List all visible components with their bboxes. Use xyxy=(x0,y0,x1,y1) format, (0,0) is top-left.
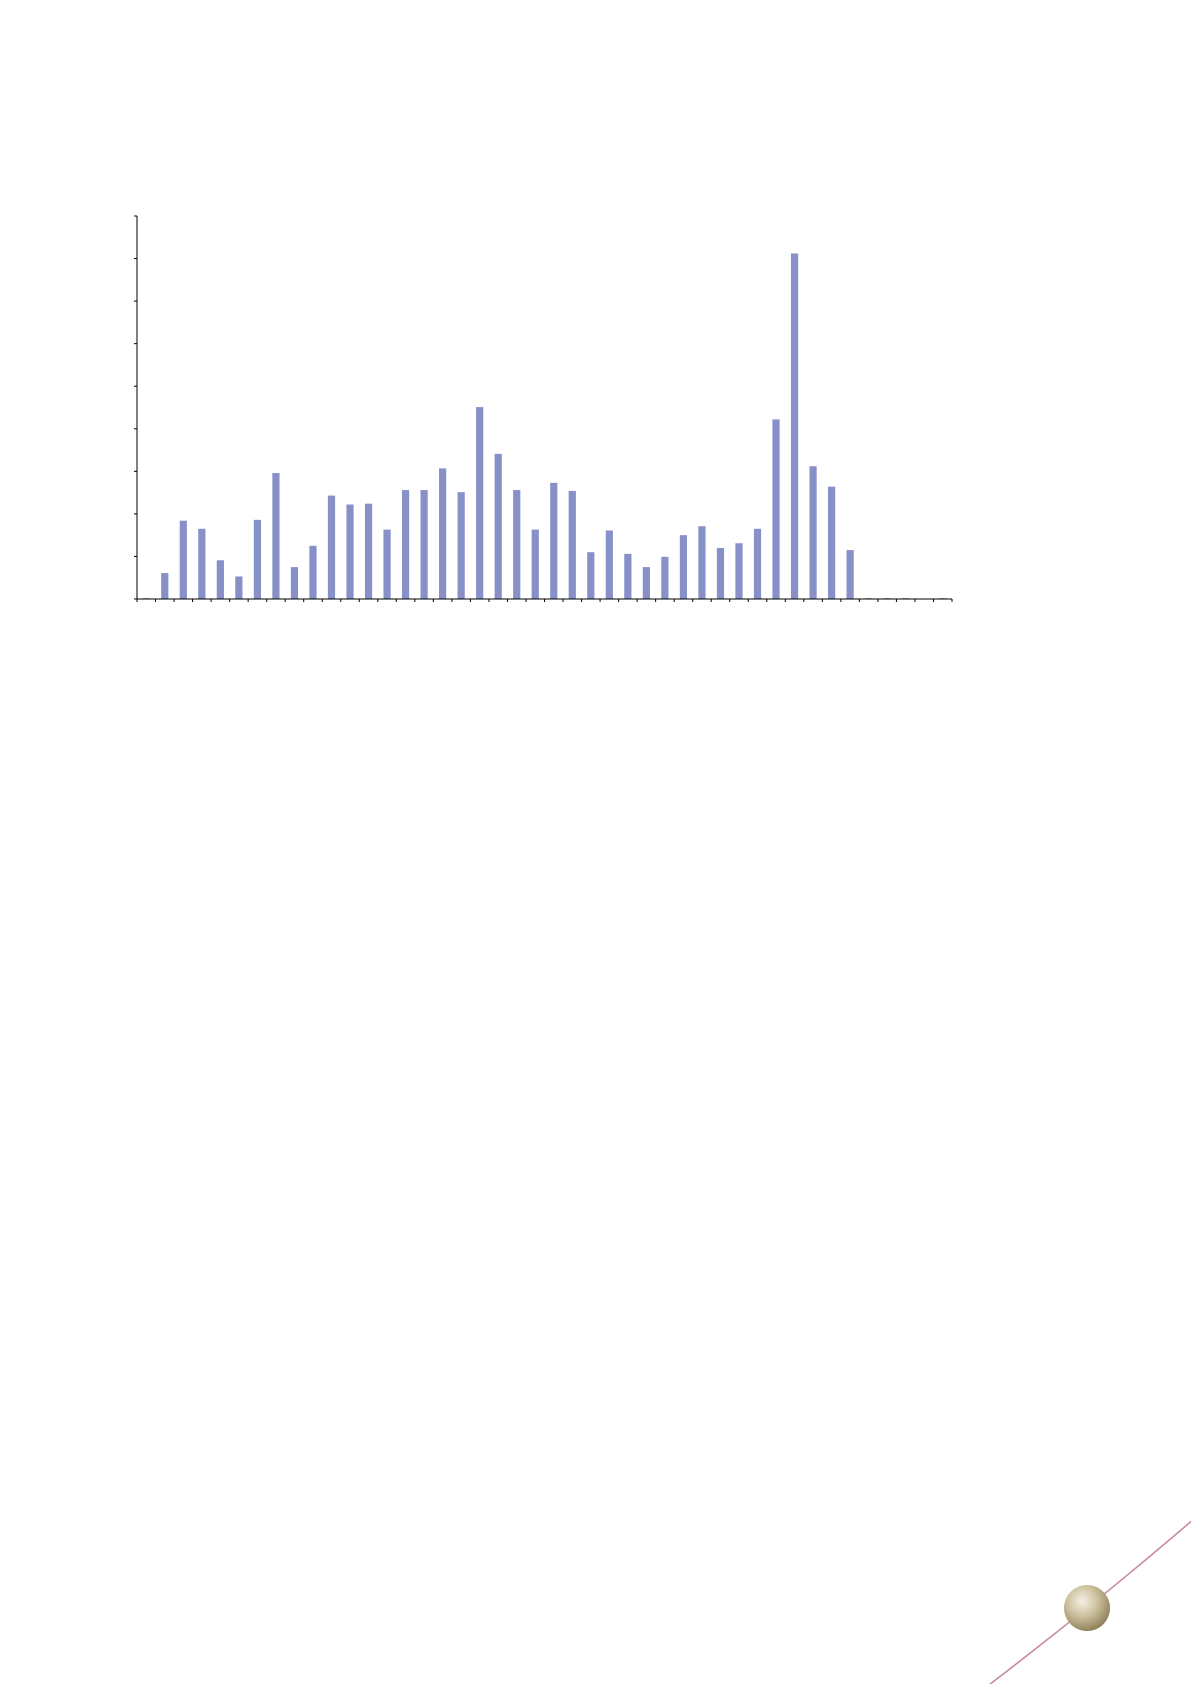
bar-6 xyxy=(235,576,243,599)
bar-21 xyxy=(513,490,521,599)
bar-14 xyxy=(383,529,391,599)
bar-9 xyxy=(290,567,299,599)
bar-7 xyxy=(253,519,261,599)
bar-15 xyxy=(401,490,410,599)
bar-2 xyxy=(161,573,169,599)
bar-12 xyxy=(346,504,354,599)
decorative-curve xyxy=(988,1520,1191,1684)
bar-38 xyxy=(828,486,836,599)
bar-4 xyxy=(198,528,206,599)
bar-10 xyxy=(309,545,317,599)
bar-25 xyxy=(587,552,595,599)
bar-33 xyxy=(735,543,743,599)
bar-11 xyxy=(327,495,336,599)
bar-22 xyxy=(531,529,539,599)
bar-32 xyxy=(716,547,725,599)
bar-16 xyxy=(420,490,428,599)
bar-13 xyxy=(364,503,373,599)
bar-27 xyxy=(624,553,632,599)
bar-5 xyxy=(216,560,224,599)
bar-28 xyxy=(642,567,650,599)
bar-19 xyxy=(476,407,484,599)
bar-20 xyxy=(494,453,502,599)
bar-29 xyxy=(661,556,669,599)
bar-8 xyxy=(272,473,280,599)
bar-26 xyxy=(605,530,613,599)
bar-37 xyxy=(809,466,817,599)
bar-35 xyxy=(772,419,780,599)
bar-chart xyxy=(134,215,953,602)
bar-23 xyxy=(550,482,558,599)
bar-3 xyxy=(179,520,187,599)
bar-39 xyxy=(846,550,854,599)
bar-17 xyxy=(439,468,447,599)
bar-31 xyxy=(698,526,706,599)
bar-18 xyxy=(457,492,465,599)
pearl-sphere-icon xyxy=(1064,1585,1110,1631)
bar-36 xyxy=(790,253,799,599)
bar-24 xyxy=(568,490,576,599)
bar-30 xyxy=(679,535,688,599)
bar-34 xyxy=(753,528,762,599)
